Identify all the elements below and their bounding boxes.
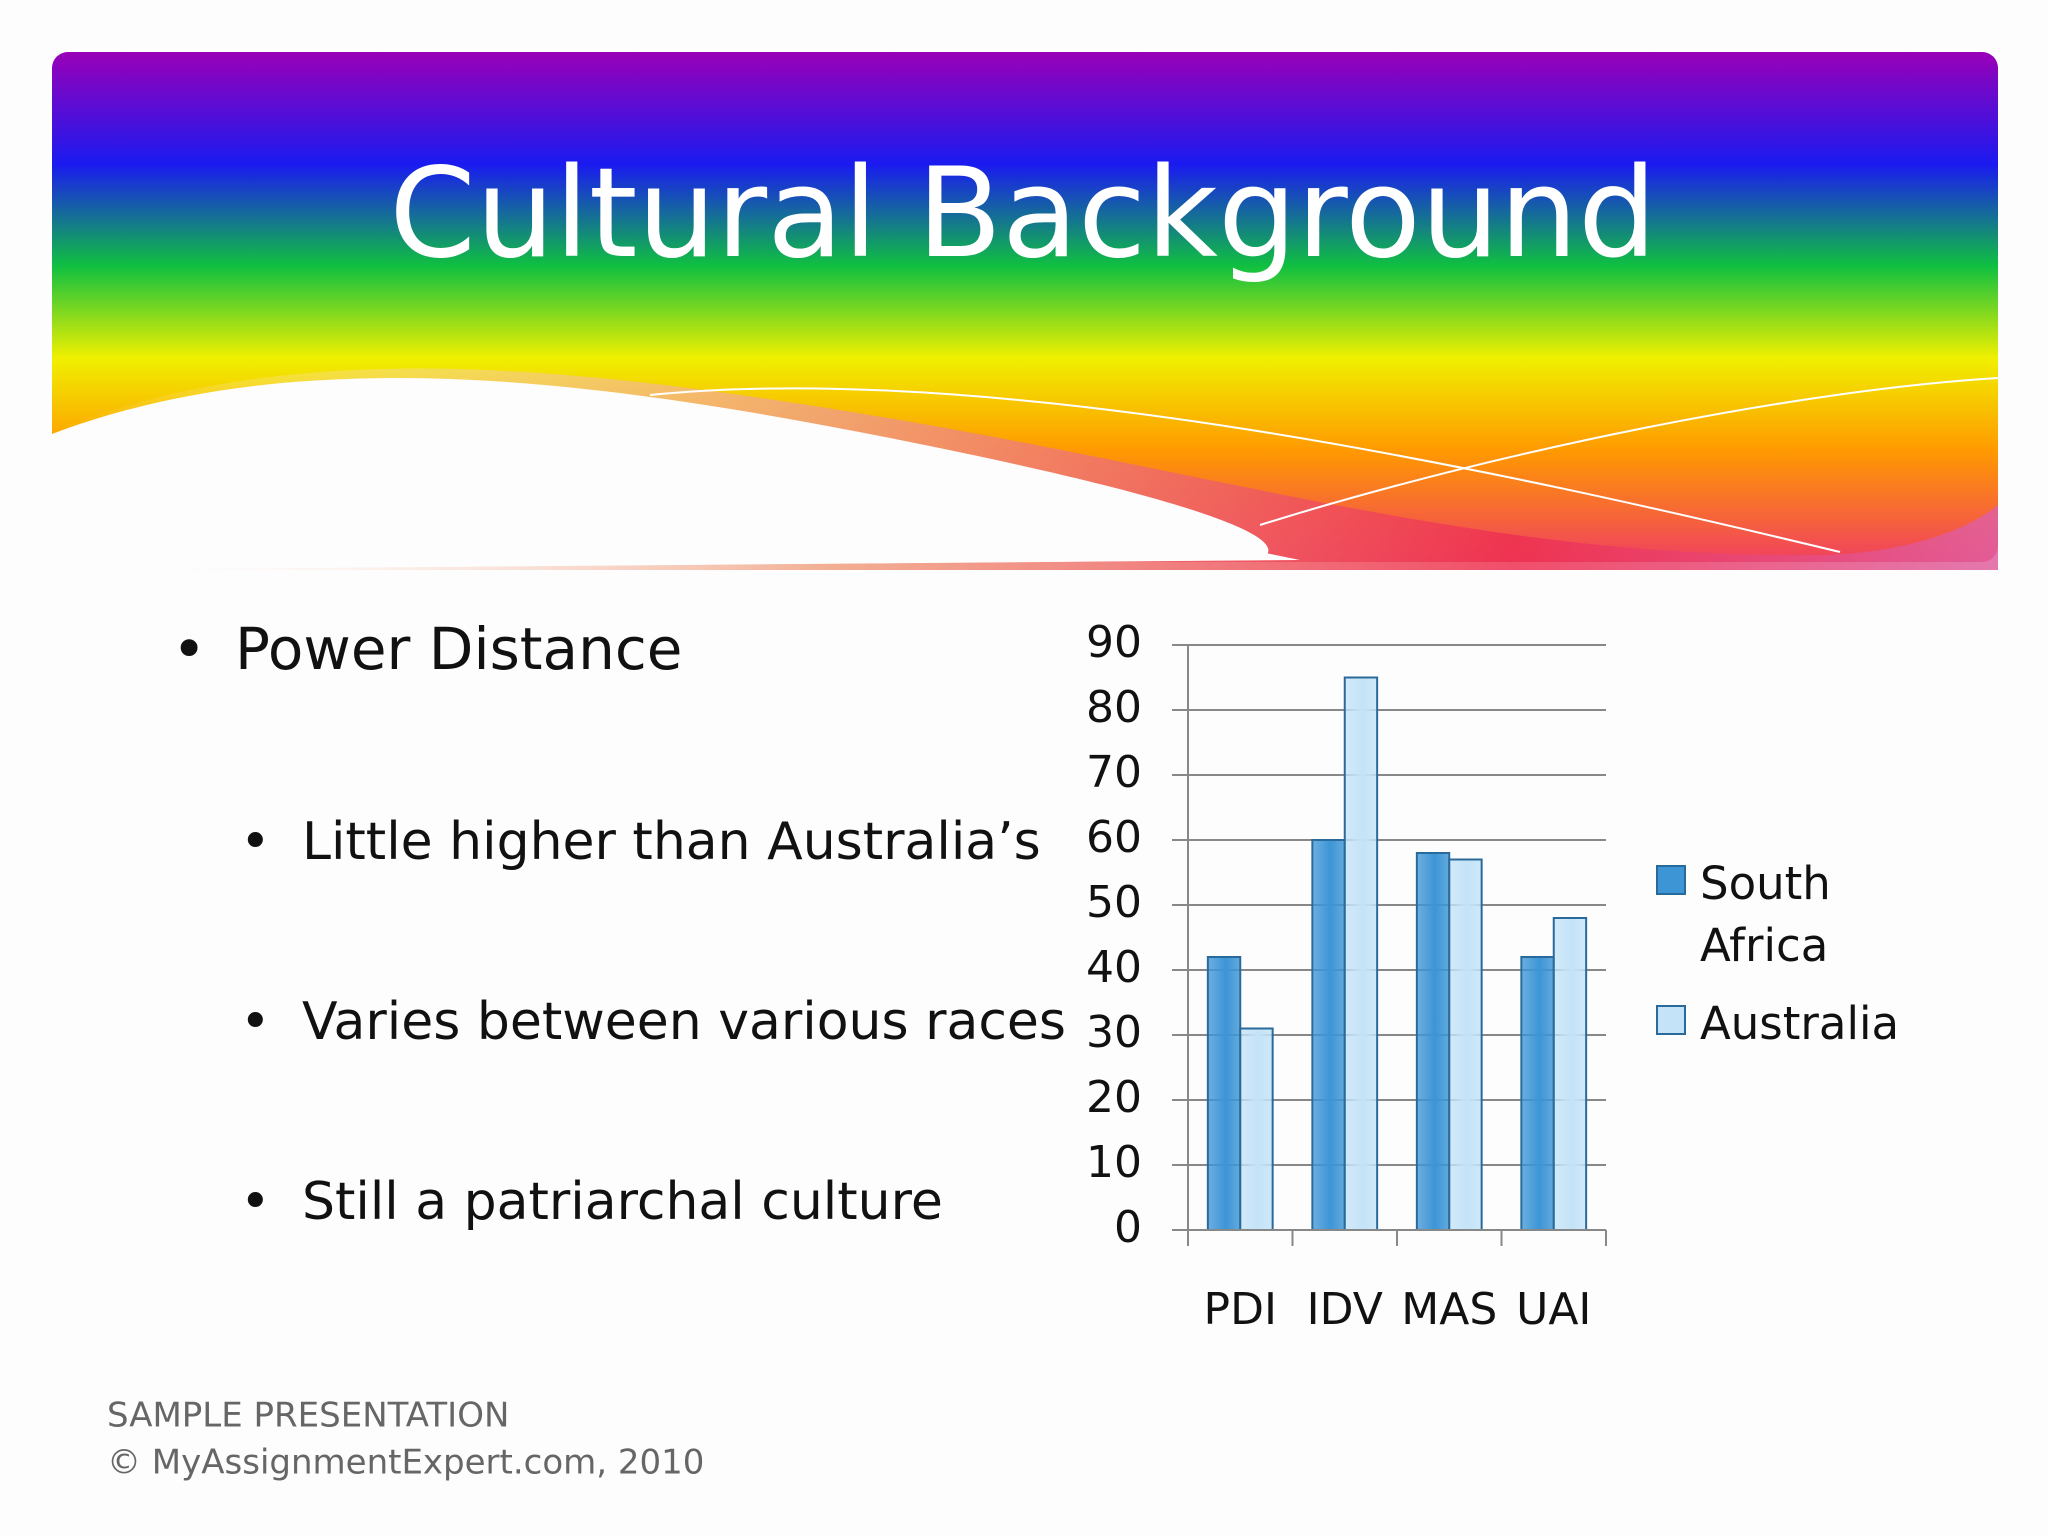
x-tick-label: UAI [1516,1284,1591,1335]
legend-label: Australia [1700,997,1900,1050]
wave-line [1259,377,1999,526]
bullet-dot: • [240,992,271,1052]
legend-swatch [1656,1005,1686,1035]
y-tick-label: 70 [1086,747,1142,798]
y-tick-label: 40 [1086,942,1142,993]
legend-swatch [1656,865,1686,895]
legend-label: South Africa [1700,857,1831,972]
y-tick-label: 60 [1086,812,1142,863]
footer: © MyAssignmentExpert.com, 2010 [107,1443,704,1483]
bar [1552,917,1588,1231]
bullet-dot: • [240,1172,271,1232]
sub-bullet: Still a patriarchal culture [302,1172,943,1232]
bar [1239,1027,1274,1231]
bullet-dot: • [172,615,206,683]
y-tick-label: 30 [1086,1007,1142,1058]
bar [1448,858,1483,1231]
bullet: Power Distance [235,615,682,683]
y-tick-label: 20 [1086,1072,1142,1123]
x-tick-label: MAS [1401,1284,1497,1335]
legend-entry: South Africa [1656,853,1886,977]
bar [1311,839,1346,1231]
y-tick-label: 10 [1086,1137,1142,1188]
sub-bullet: Little higher than Australia’s [302,812,1041,872]
bar [1206,956,1242,1231]
header-wave-white [52,437,1300,570]
y-tick-label: 90 [1086,617,1142,668]
legend-entry: Australia [1656,993,1900,1055]
x-tick-label: PDI [1204,1284,1277,1335]
wave-line [649,387,1841,553]
bar [1343,676,1379,1231]
footer: SAMPLE PRESENTATION [107,1396,509,1436]
y-tick-label: 50 [1086,877,1142,928]
y-tick-label: 80 [1086,682,1142,733]
bullet-dot: • [240,812,271,872]
sub-bullet: Varies between various races [302,992,1066,1052]
x-tick-label: IDV [1307,1284,1383,1335]
slide-title: Cultural Background [389,142,1656,286]
bar [1520,956,1555,1231]
bar [1415,852,1451,1231]
y-tick-label: 0 [1114,1202,1142,1253]
